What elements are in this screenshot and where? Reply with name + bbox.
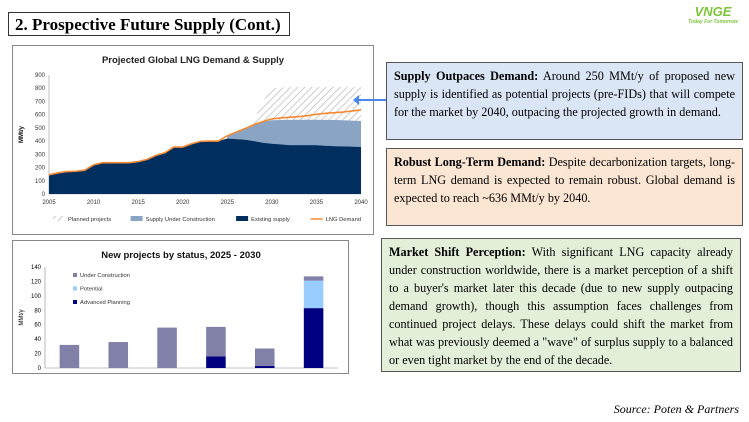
x-tick-label: 2015 [131,200,145,206]
legend-label: LNG Demand [326,217,361,223]
y-tick-label: 900 [35,73,46,79]
legend-swatch [73,300,77,304]
y-tick-label: 700 [35,99,46,105]
legend-swatch [53,216,65,221]
y-tick-label: 60 [34,323,41,329]
y-axis-label: MMt/y [19,309,25,325]
demand-supply-chart: Projected Global LNG Demand & Supply MMt/… [12,45,374,235]
under-construction-area [227,119,361,148]
y-tick-label: 800 [35,86,46,92]
bar-under-construction [108,342,129,368]
x-tick-label: 2040 [354,200,368,206]
y-tick-label: 400 [35,139,46,145]
lng-demand-line [48,109,362,176]
arrow-icon [353,95,386,105]
bar-under-construction [206,326,226,357]
x-tick-label: 2010 [87,200,101,206]
legend-swatch [73,273,77,277]
existing-supply-area [49,138,361,194]
x-tick-label: 2020 [176,200,190,206]
bar-potential [303,280,324,309]
y-tick-label: 140 [31,265,42,271]
legend-swatch [73,286,77,291]
legend-label: Existing supply [251,217,290,223]
y-tick-label: 300 [35,152,46,158]
legend-label: Supply Under Construction [146,217,215,223]
y-tick-label: 200 [35,166,46,172]
chart-title: New projects by status, 2025 - 2030 [101,250,260,261]
legend-swatch [236,216,249,221]
legend-label: Under Construction [80,273,130,279]
bar-advanced-planning [254,365,275,368]
x-tick-label: 2030 [265,200,279,206]
source-note: Source: Poten & Partners [613,402,739,416]
supply-outpaces-card: Supply Outpaces Demand: Around 250 MMt/y… [386,62,743,140]
legend-label: Potential [80,287,103,293]
y-tick-label: 40 [34,337,41,343]
y-tick-label: 600 [35,113,46,119]
bar-under-construction [157,327,177,368]
market-shift-card: Market Shift Perception: With significan… [381,238,741,372]
bar-advanced-planning [303,308,324,368]
y-tick-label: 0 [38,366,42,372]
planned-projects-area [245,86,361,128]
y-tick-label: 100 [35,179,46,185]
bar-under-construction [303,276,324,281]
y-tick-label: 80 [34,308,41,314]
y-tick-label: 500 [35,126,46,132]
bar-under-construction [254,348,275,366]
y-tick-label: 120 [31,279,42,285]
legend-label: Advanced Planning [80,300,130,306]
robust-demand-card: Robust Long-Term Demand: Despite decarbo… [386,148,743,226]
x-tick-label: 2035 [310,200,324,206]
x-tick-label: 2005 [42,200,56,206]
x-tick-label: 2025 [221,200,235,206]
y-axis-label: MMt/y [19,125,25,143]
chart-title: Projected Global LNG Demand & Supply [102,55,285,66]
y-tick-label: 0 [42,192,46,198]
logo: VNGE Today For Tomorrow [688,4,738,25]
legend-swatch [130,216,143,221]
page-title: 2. Prospective Future Supply (Cont.) [8,12,290,36]
y-tick-label: 100 [31,294,42,300]
legend-label: Planned projects [68,217,111,223]
bar-advanced-planning [206,356,226,368]
projects-status-chart: New projects by status, 2025 - 2030 MMt/y… [12,240,349,382]
y-tick-label: 20 [34,352,41,358]
bar-under-construction [59,344,80,368]
